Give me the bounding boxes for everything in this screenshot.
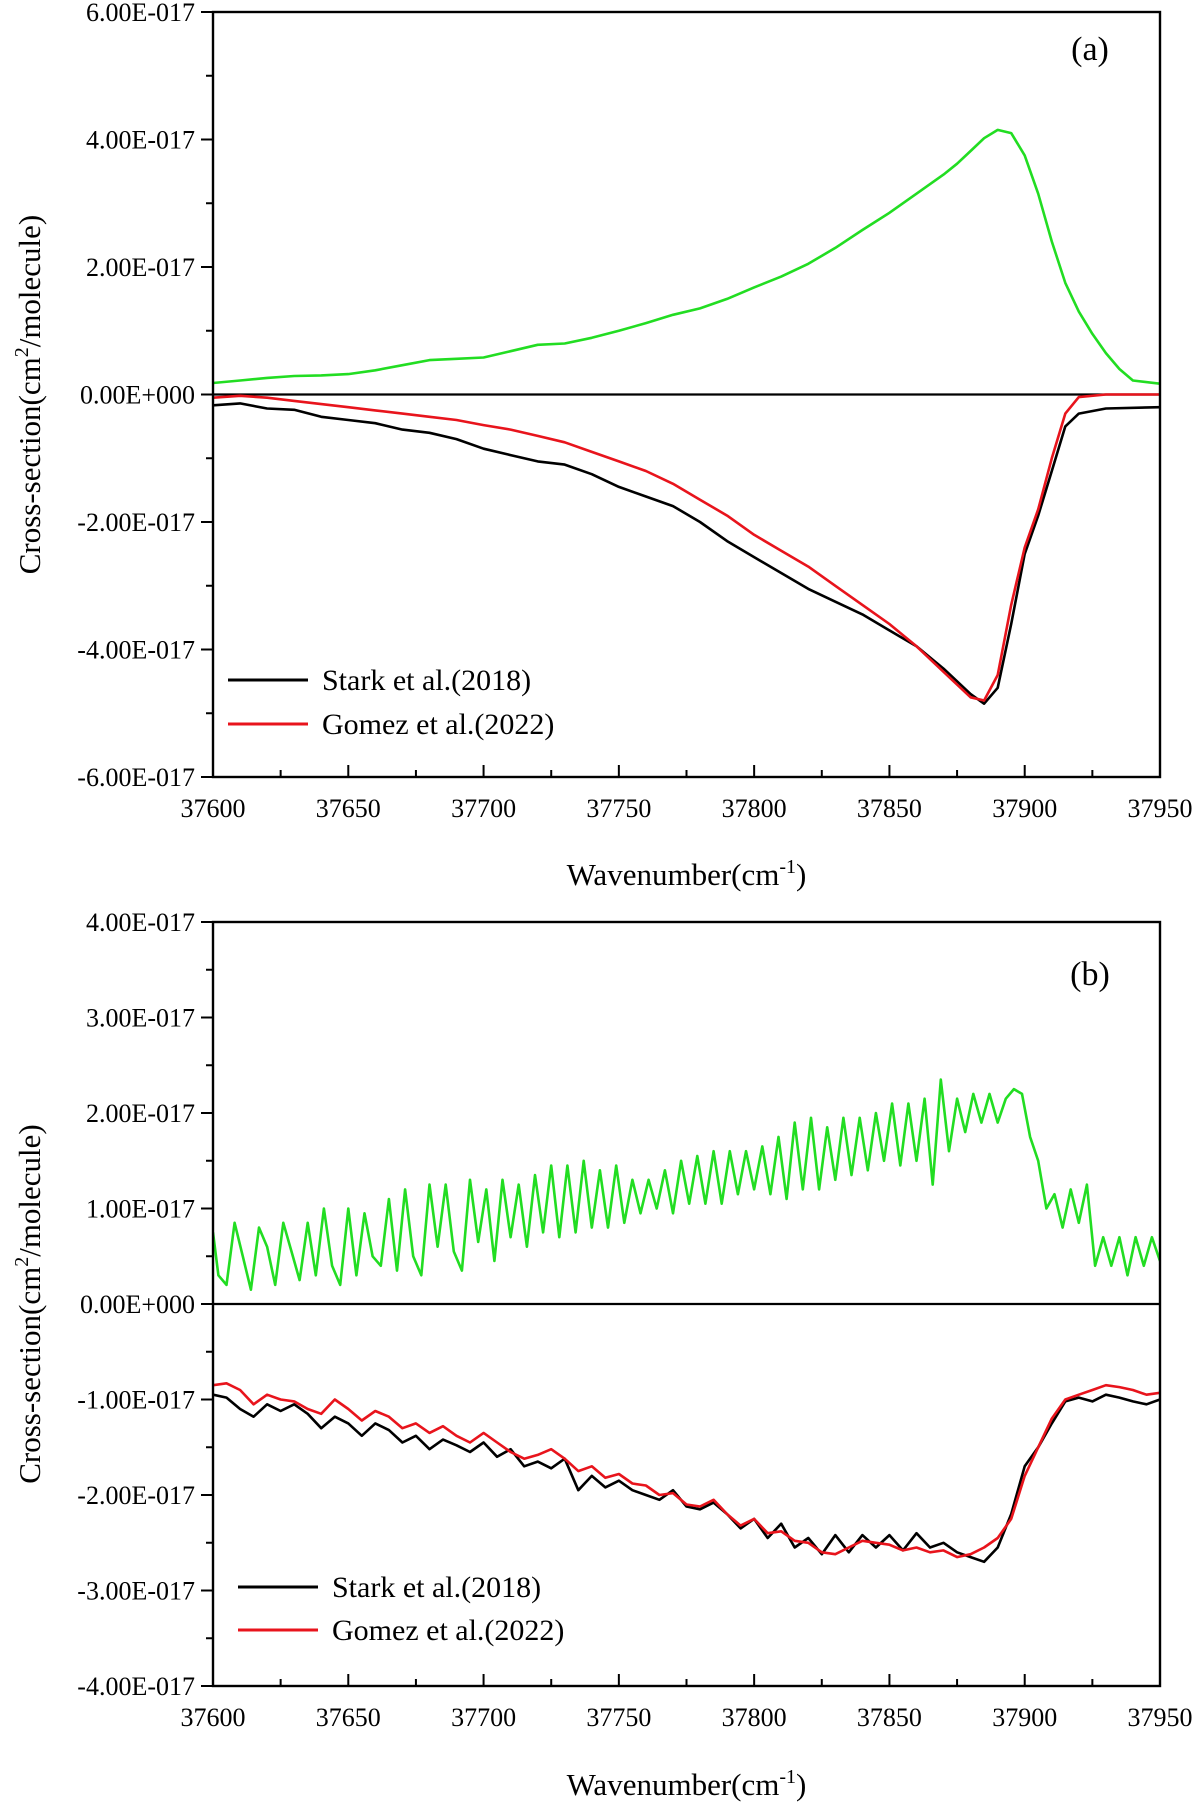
x-tick-label: 37800 xyxy=(722,794,787,823)
series-line-difference xyxy=(213,1078,1160,1291)
x-tick-label: 37950 xyxy=(1128,794,1193,823)
x-tick-label: 37850 xyxy=(857,1703,922,1732)
x-tick-label: 37900 xyxy=(992,794,1057,823)
y-tick-label: 0.00E+000 xyxy=(80,381,195,410)
y-tick-label: 2.00E-017 xyxy=(86,253,195,282)
x-tick-label: 37650 xyxy=(316,794,381,823)
y-tick-label: 4.00E-017 xyxy=(86,908,195,937)
x-tick-label: 37800 xyxy=(722,1703,787,1732)
y-tick-label: -1.00E-017 xyxy=(77,1386,195,1415)
y-tick-label: 4.00E-017 xyxy=(86,126,195,155)
legend: Stark et al.(2018) Gomez et al.(2022) xyxy=(238,1571,564,1647)
y-axis-title-end: /molecule) xyxy=(12,215,47,348)
x-axis-title: Wavenumber(cm-1) xyxy=(567,1766,807,1802)
y-tick-label: -2.00E-017 xyxy=(77,1481,195,1510)
y-axis-title-sup: 2 xyxy=(11,347,33,357)
series-line-difference xyxy=(213,128,1160,385)
x-tick-label: 37600 xyxy=(181,794,246,823)
legend-label-stark: Stark et al.(2018) xyxy=(322,664,531,697)
series-group xyxy=(213,128,1160,705)
y-axis-title: Cross-section(cm2/molecule) xyxy=(11,1124,47,1484)
legend-label-gomez: Gomez et al.(2022) xyxy=(322,708,554,741)
y-tick-label: 1.00E-017 xyxy=(86,1195,195,1224)
x-tick-label: 37850 xyxy=(857,794,922,823)
y-axis-title-end: /molecule) xyxy=(12,1124,47,1257)
y-tick-label: 6.00E-017 xyxy=(86,0,195,27)
y-tick-label: -4.00E-017 xyxy=(77,636,195,665)
y-tick-label: 3.00E-017 xyxy=(86,1004,195,1033)
chart-panel-b: 37600 37650 37700 37750 37800 37850 37900 37950… xyxy=(11,908,1193,1802)
x-tick-label: 37700 xyxy=(451,794,516,823)
legend-label-stark: Stark et al.(2018) xyxy=(332,1571,541,1604)
series-line-gomez xyxy=(213,1382,1160,1559)
y-tick-label: -2.00E-017 xyxy=(77,508,195,537)
series-group xyxy=(213,1078,1160,1564)
y-axis-title-main: Cross-section(cm xyxy=(12,357,47,574)
x-tick-label: 37950 xyxy=(1128,1703,1193,1732)
y-tick-label: 2.00E-017 xyxy=(86,1099,195,1128)
legend: Stark et al.(2018) Gomez et al.(2022) xyxy=(228,664,554,741)
y-tick-label: 0.00E+000 xyxy=(80,1290,195,1319)
x-tick-label: 37900 xyxy=(992,1703,1057,1732)
x-axis-title-sup: -1 xyxy=(779,1766,796,1788)
y-axis-title-sup: 2 xyxy=(11,1257,33,1267)
y-axis-title-main: Cross-section(cm xyxy=(12,1267,47,1484)
y-axis-title: Cross-section(cm2/molecule) xyxy=(11,215,47,575)
legend-label-gomez: Gomez et al.(2022) xyxy=(332,1614,564,1647)
series-line-stark xyxy=(213,1393,1160,1564)
panel-label: (a) xyxy=(1071,31,1109,68)
x-axis-title-end: ) xyxy=(796,857,806,892)
x-axis-title-end: ) xyxy=(796,1767,806,1802)
x-axis-title-sup: -1 xyxy=(779,856,796,878)
x-axis-title-main: Wavenumber(cm xyxy=(567,1767,780,1802)
y-tick-label: -4.00E-017 xyxy=(77,1672,195,1701)
x-axis-title: Wavenumber(cm-1) xyxy=(567,856,807,892)
y-tick-label: -3.00E-017 xyxy=(77,1577,195,1606)
series-line-gomez xyxy=(213,393,1160,702)
series-line-stark xyxy=(213,402,1160,705)
chart-panel-a: 37600 37650 37700 37750 37800 37850 37900 37950… xyxy=(11,0,1193,892)
panel-label: (b) xyxy=(1070,956,1110,993)
y-tick-label: -6.00E-017 xyxy=(77,763,195,792)
x-tick-label: 37600 xyxy=(181,1703,246,1732)
x-tick-label: 37650 xyxy=(316,1703,381,1732)
x-tick-label: 37700 xyxy=(451,1703,516,1732)
x-tick-label: 37750 xyxy=(586,1703,651,1732)
x-axis-title-main: Wavenumber(cm xyxy=(567,857,780,892)
x-tick-label: 37750 xyxy=(586,794,651,823)
